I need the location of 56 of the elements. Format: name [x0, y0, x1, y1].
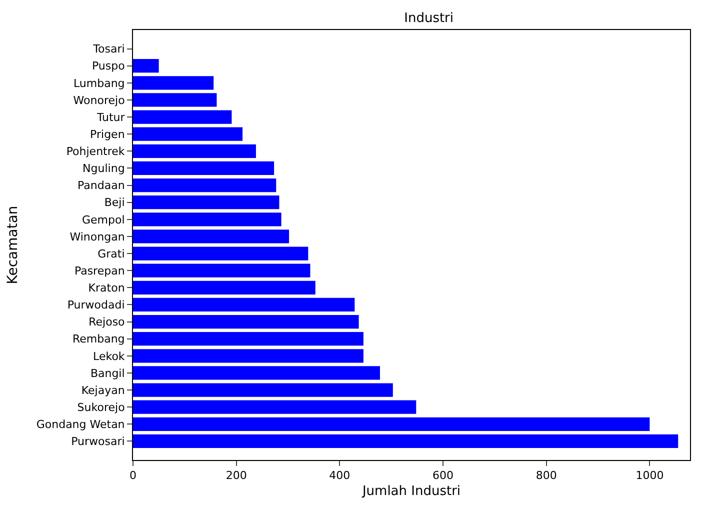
bar — [133, 178, 276, 192]
bar — [133, 144, 256, 158]
y-tick-label: Pandaan — [78, 179, 125, 192]
y-tick-label: Gempol — [82, 213, 125, 226]
y-axis-title: Kecamatan — [4, 206, 21, 284]
y-tick-label: Grati — [98, 247, 125, 260]
y-tick-label: Purwosari — [71, 435, 125, 448]
x-tick-label: 800 — [536, 469, 557, 482]
x-tick-label: 0 — [130, 469, 136, 482]
chart-title: Industri — [404, 10, 454, 26]
y-tick-label: Pohjentrek — [66, 145, 126, 158]
bar — [133, 110, 232, 124]
bar — [133, 212, 282, 226]
x-tick-label: 400 — [329, 469, 350, 482]
bar — [133, 349, 364, 363]
y-tick-label: Gondang Wetan — [36, 418, 125, 432]
bar — [133, 280, 316, 294]
bar — [133, 230, 290, 244]
bar — [133, 127, 243, 141]
y-tick-label: Lumbang — [73, 76, 125, 90]
y-tick-label: Bangil — [90, 366, 125, 380]
y-tick-label: Kraton — [88, 282, 125, 295]
bar — [133, 383, 393, 397]
bar — [133, 93, 217, 107]
x-tick-label: 600 — [432, 469, 454, 482]
bar — [133, 417, 650, 431]
y-tick-label: Rembang — [72, 332, 125, 346]
y-tick-label: Puspo — [92, 60, 126, 73]
y-tick-label: Nguling — [82, 162, 125, 176]
y-tick-label: Prigen — [90, 128, 125, 141]
bar — [133, 161, 274, 176]
bar — [133, 314, 359, 329]
x-tick-label: 200 — [226, 469, 247, 482]
y-tick-label: Tosari — [92, 42, 125, 56]
x-tick-label: 1000 — [636, 469, 664, 482]
y-tick-label: Wonorejo — [73, 94, 126, 107]
y-tick-label: Lekok — [93, 350, 126, 363]
bar — [133, 400, 416, 414]
y-tick-label: Tutur — [96, 110, 126, 124]
bar — [133, 59, 159, 73]
y-tick-label: Purwodadi — [67, 298, 125, 312]
y-tick-label: Pasrepan — [74, 264, 125, 278]
bar — [133, 76, 214, 90]
bar — [133, 196, 280, 210]
x-axis-title: Jumlah Industri — [361, 484, 461, 499]
bar — [133, 298, 355, 312]
y-tick-label: Beji — [104, 196, 125, 210]
bar — [133, 434, 678, 448]
bar — [133, 332, 364, 346]
y-tick-label: Rejoso — [88, 316, 126, 329]
y-tick-label: Winongan — [70, 230, 125, 244]
y-tick-label: Sukorejo — [77, 400, 126, 414]
y-tick-label: Kejayan — [81, 384, 125, 397]
bar — [133, 246, 308, 260]
bar — [133, 366, 380, 380]
bar — [133, 264, 310, 278]
